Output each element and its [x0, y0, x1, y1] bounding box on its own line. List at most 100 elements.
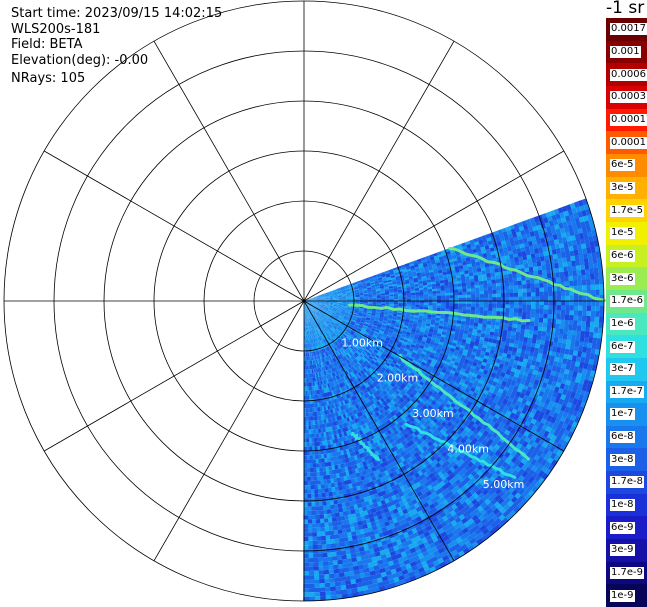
data-cell: [312, 303, 317, 305]
data-cell: [505, 289, 510, 294]
data-cell: [570, 360, 576, 367]
data-cell: [346, 308, 351, 311]
data-cell: [413, 380, 420, 386]
data-cell: [432, 288, 437, 292]
data-cell: [392, 333, 397, 337]
data-cell: [384, 270, 390, 274]
data-cell: [325, 302, 330, 304]
data-cell: [332, 310, 337, 313]
data-cell: [431, 314, 437, 319]
data-cell: [358, 341, 363, 346]
data-cell: [423, 305, 429, 308]
data-cell: [470, 281, 475, 286]
data-cell: [474, 281, 479, 286]
data-cell: [577, 346, 584, 353]
data-cell: [317, 310, 322, 314]
data-cell: [580, 331, 586, 338]
data-cell: [518, 296, 523, 302]
data-cell: [367, 310, 372, 313]
data-cell: [517, 252, 523, 258]
data-cell: [525, 321, 531, 327]
data-cell: [444, 313, 450, 318]
data-cell: [539, 313, 544, 319]
data-cell: [523, 333, 529, 339]
data-cell: [358, 288, 363, 291]
data-cell: [446, 385, 452, 391]
data-cell: [564, 348, 570, 356]
data-cell: [321, 298, 326, 300]
data-cell: [364, 321, 369, 325]
data-cell: [462, 300, 467, 305]
data-cell: [514, 335, 520, 341]
data-cell: [533, 351, 539, 358]
data-cell: [363, 309, 368, 312]
data-cell: [542, 273, 548, 280]
data-cell: [378, 319, 384, 322]
data-cell: [435, 317, 440, 322]
data-cell: [406, 287, 411, 290]
data-cell: [312, 297, 317, 299]
data-cell: [442, 375, 448, 381]
data-cell: [499, 252, 505, 258]
data-cell: [540, 339, 546, 346]
data-cell: [548, 305, 553, 311]
data-cell: [570, 339, 576, 347]
data-cell: [565, 310, 570, 316]
data-cell: [329, 316, 334, 320]
data-cell: [364, 340, 370, 344]
data-cell: [311, 304, 316, 307]
data-cell: [455, 326, 461, 330]
data-cell: [554, 371, 560, 378]
data-cell: [325, 297, 330, 299]
data-cell: [512, 319, 518, 325]
data-cell: [492, 293, 497, 298]
data-cell: [441, 300, 446, 304]
data-cell: [422, 349, 428, 354]
data-cell: [471, 265, 477, 270]
data-cell: [342, 303, 347, 305]
data-cell: [568, 275, 574, 282]
data-cell: [390, 354, 396, 359]
data-cell: [440, 313, 445, 317]
data-cell: [363, 342, 368, 346]
data-cell: [517, 276, 522, 282]
data-cell: [508, 342, 514, 348]
data-cell: [443, 318, 449, 323]
data-cell: [329, 294, 334, 296]
data-cell: [393, 292, 398, 295]
data-cell: [320, 293, 325, 296]
data-cell: [348, 325, 354, 329]
data-cell: [507, 270, 513, 275]
data-cell: [487, 280, 492, 285]
data-cell: [371, 337, 376, 341]
data-cell: [414, 288, 420, 291]
data-cell: [547, 318, 552, 324]
data-cell: [347, 326, 353, 331]
data-cell: [369, 331, 374, 336]
data-cell: [394, 337, 400, 342]
data-cell: [324, 306, 329, 309]
data-cell: [559, 352, 565, 360]
data-cell: [488, 307, 493, 312]
data-cell: [342, 306, 347, 309]
data-cell: [324, 308, 329, 311]
data-cell: [534, 252, 540, 259]
data-cell: [314, 308, 319, 311]
data-cell: [322, 310, 327, 314]
data-cell: [515, 264, 521, 270]
data-cell: [369, 348, 374, 353]
data-cell: [355, 306, 360, 309]
data-cell: [573, 305, 579, 312]
data-cell: [329, 297, 334, 299]
data-cell: [582, 346, 588, 354]
data-cell: [304, 299, 309, 301]
data-cell: [441, 400, 447, 407]
data-cell: [563, 329, 569, 336]
data-cell: [328, 318, 332, 322]
data-cell: [304, 301, 309, 303]
data-cell: [350, 308, 355, 311]
data-cell: [401, 342, 407, 347]
data-cell: [591, 252, 597, 259]
data-cell: [378, 341, 384, 346]
data-cell: [559, 324, 565, 330]
